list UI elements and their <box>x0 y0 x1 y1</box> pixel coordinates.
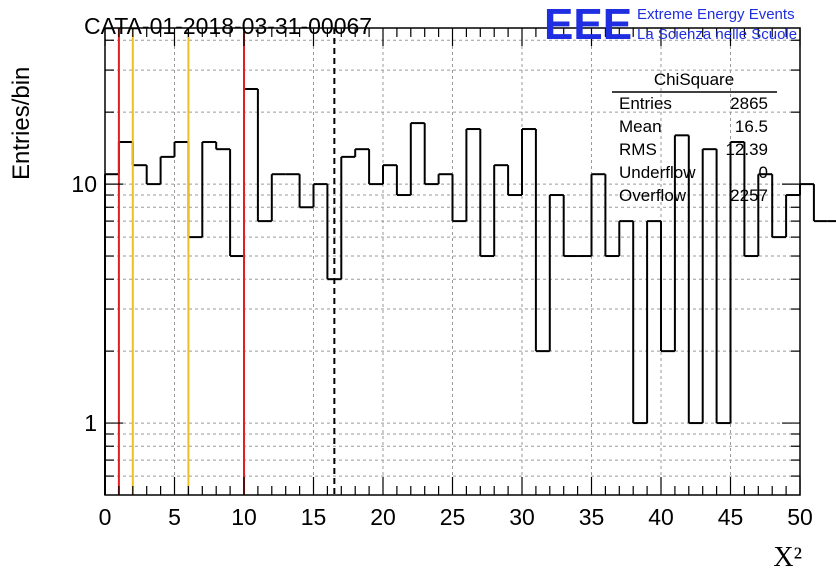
stats-title: ChiSquare <box>654 70 734 89</box>
stats-value-mean: 16.5 <box>735 117 768 136</box>
y-tick-label: 1 <box>84 410 97 436</box>
stats-label-entries: Entries <box>619 94 672 113</box>
stats-label-overflow: Overflow <box>619 186 687 205</box>
x-tick-label: 50 <box>787 504 813 530</box>
x-tick-label: 15 <box>301 504 327 530</box>
x-tick-label: 45 <box>718 504 744 530</box>
x-tick-label: 20 <box>370 504 396 530</box>
marker-lines <box>117 28 336 495</box>
stats-rows: Entries 2865 Mean 16.5 RMS 12.39 Underfl… <box>619 94 768 205</box>
eee-logo: EEE <box>544 0 632 49</box>
x-tick-label: 40 <box>648 504 674 530</box>
stats-value-underflow: 0 <box>759 163 768 182</box>
stats-value-overflow: 2257 <box>730 186 768 205</box>
axis-ticks <box>104 28 801 495</box>
tagline-1: Extreme Energy Events <box>637 6 795 23</box>
y-tick-label: 10 <box>71 171 97 197</box>
stats-label-underflow: Underflow <box>619 163 696 182</box>
x-tick-label: 35 <box>579 504 605 530</box>
chart-title: CATA-01-2018-03-31-00067 <box>84 13 372 39</box>
x-tick-label: 5 <box>168 504 181 530</box>
x-tick-label: 0 <box>99 504 112 530</box>
x-axis-label: X² <box>773 542 802 572</box>
grid <box>105 28 800 495</box>
x-tick-label: 30 <box>509 504 535 530</box>
stats-label-rms: RMS <box>619 140 657 159</box>
y-axis-label: Entries/bin <box>8 67 35 180</box>
stats-value-rms: 12.39 <box>725 140 768 159</box>
x-tick-label: 25 <box>440 504 466 530</box>
stats-label-mean: Mean <box>619 117 662 136</box>
stats-value-entries: 2865 <box>730 94 768 113</box>
stats-box: ChiSquare Entries 2865 Mean 16.5 RMS 12.… <box>612 70 777 205</box>
tagline-2: La Scienza nelle Scuole <box>637 26 797 43</box>
axis-tick-labels: 0 5 10 15 20 25 30 35 40 45 50 1 10 <box>71 171 812 530</box>
x-tick-label: 10 <box>231 504 257 530</box>
